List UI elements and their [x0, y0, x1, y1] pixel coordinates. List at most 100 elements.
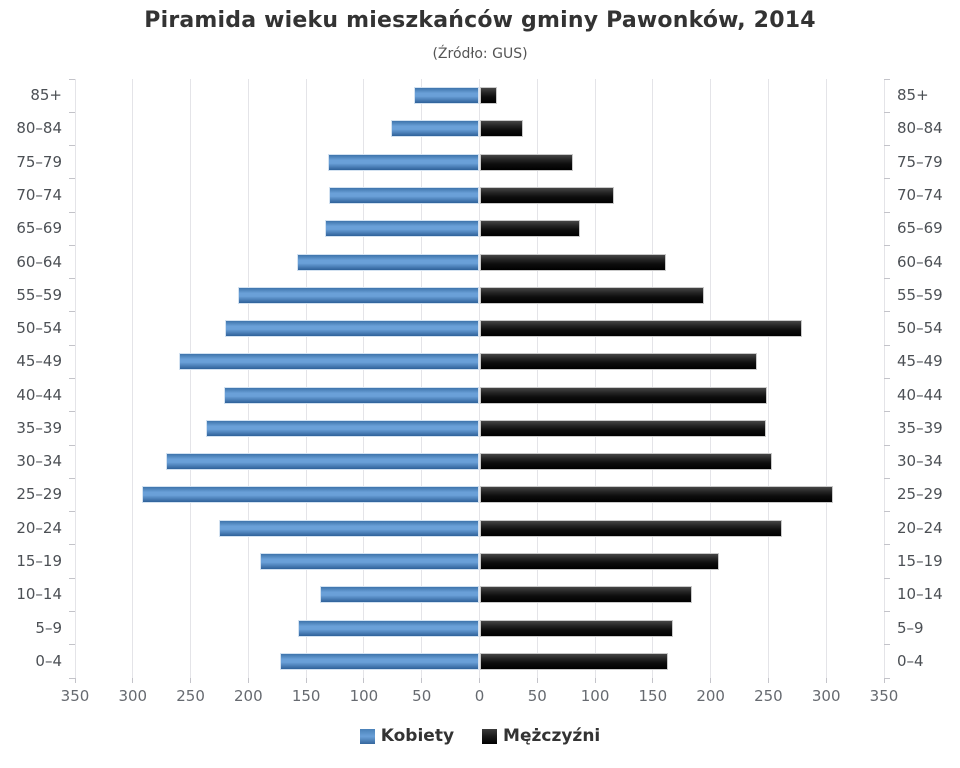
gridline — [190, 79, 192, 678]
category-label-left: 35–39 — [16, 418, 62, 437]
bar-kobiety-60–64[interactable] — [296, 253, 480, 271]
category-axis-tick-right — [884, 444, 890, 446]
bar-kobiety-10–14[interactable] — [320, 586, 480, 604]
category-axis-tick-left — [69, 444, 75, 446]
category-label-left: 55–59 — [16, 285, 62, 304]
category-label-right: 70–74 — [897, 185, 943, 204]
category-label-right: 35–39 — [897, 418, 943, 437]
bar-kobiety-30–34[interactable] — [166, 453, 480, 471]
gridline — [594, 79, 596, 678]
category-axis-tick-right — [884, 411, 890, 413]
bar-kobiety-5–9[interactable] — [298, 619, 480, 637]
category-axis-tick-right — [884, 344, 890, 346]
category-axis-tick-left — [69, 178, 75, 180]
x-axis-label: 100 — [580, 687, 610, 705]
bar-kobiety-45–49[interactable] — [179, 353, 480, 371]
category-label-right: 20–24 — [897, 518, 943, 537]
category-label-left: 70–74 — [16, 185, 62, 204]
bar-kobiety-75–79[interactable] — [328, 153, 480, 171]
bar-mezczyzni-5–9[interactable] — [479, 619, 673, 637]
chart-subtitle: (Źródło: GUS) — [432, 46, 528, 62]
bar-kobiety-0–4[interactable] — [279, 652, 480, 670]
x-axis-tick — [710, 678, 712, 683]
category-axis-tick-right — [884, 577, 890, 579]
bar-kobiety-50–54[interactable] — [225, 320, 480, 338]
x-axis-label: 300 — [811, 687, 841, 705]
bar-kobiety-55–59[interactable] — [237, 286, 480, 304]
bar-mezczyzni-30–34[interactable] — [479, 453, 772, 471]
category-label-right: 55–59 — [897, 285, 943, 304]
bar-mezczyzni-40–44[interactable] — [479, 386, 768, 404]
category-label-left: 80–84 — [16, 119, 62, 138]
legend-item-mezczyzni[interactable]: Mężczyźni — [482, 726, 600, 746]
category-label-left: 65–69 — [16, 219, 62, 238]
bar-mezczyzni-65–69[interactable] — [479, 220, 581, 238]
category-label-right: 25–29 — [897, 485, 943, 504]
category-axis-tick-right — [884, 610, 890, 612]
bar-kobiety-65–69[interactable] — [324, 220, 480, 238]
category-axis-tick-left — [69, 145, 75, 147]
category-label-left: 25–29 — [16, 485, 62, 504]
x-axis-tick — [652, 678, 654, 683]
bar-mezczyzni-25–29[interactable] — [479, 486, 834, 504]
category-axis-tick-left — [69, 677, 75, 679]
category-axis-tick-left — [69, 544, 75, 546]
bar-mezczyzni-55–59[interactable] — [479, 286, 704, 304]
bar-mezczyzni-10–14[interactable] — [479, 586, 693, 604]
gridline — [305, 79, 307, 678]
category-label-left: 20–24 — [16, 518, 62, 537]
bar-mezczyzni-35–39[interactable] — [479, 419, 767, 437]
bar-mezczyzni-0–4[interactable] — [479, 652, 668, 670]
bar-mezczyzni-75–79[interactable] — [479, 153, 574, 171]
gridline — [74, 79, 76, 678]
x-axis-label: 50 — [527, 687, 547, 705]
bar-mezczyzni-85+[interactable] — [479, 87, 497, 105]
bar-kobiety-85+[interactable] — [413, 87, 480, 105]
category-axis-tick-left — [69, 244, 75, 246]
category-label-left: 40–44 — [16, 385, 62, 404]
bar-mezczyzni-45–49[interactable] — [479, 353, 757, 371]
bar-kobiety-15–19[interactable] — [259, 553, 480, 571]
bar-mezczyzni-50–54[interactable] — [479, 320, 802, 338]
category-label-right: 65–69 — [897, 219, 943, 238]
category-axis-tick-right — [884, 477, 890, 479]
gridline — [363, 79, 365, 678]
x-axis-label: 200 — [234, 687, 263, 705]
x-axis-label: 150 — [291, 687, 321, 705]
category-label-right: 5–9 — [897, 618, 924, 637]
category-label-right: 50–54 — [897, 319, 943, 338]
x-axis-label: 250 — [176, 687, 205, 705]
x-axis-tick — [594, 678, 596, 683]
bar-mezczyzni-70–74[interactable] — [479, 186, 614, 204]
bar-kobiety-80–84[interactable] — [390, 120, 480, 138]
category-axis-tick-left — [69, 344, 75, 346]
category-axis-tick-left — [69, 477, 75, 479]
x-axis-tick — [825, 678, 827, 683]
category-axis-tick-right — [884, 311, 890, 313]
category-label-left: 85+ — [30, 86, 62, 105]
bar-kobiety-25–29[interactable] — [142, 486, 480, 504]
bar-kobiety-35–39[interactable] — [205, 419, 480, 437]
x-axis-tick — [767, 678, 769, 683]
category-axis-tick-right — [884, 511, 890, 513]
category-axis-tick-right — [884, 178, 890, 180]
bar-kobiety-40–44[interactable] — [224, 386, 480, 404]
gridline — [825, 79, 827, 678]
category-axis-tick-right — [884, 111, 890, 113]
category-label-right: 10–14 — [897, 585, 943, 604]
bar-mezczyzni-15–19[interactable] — [479, 553, 719, 571]
category-axis-tick-left — [69, 411, 75, 413]
gridline — [767, 79, 769, 678]
bar-mezczyzni-80–84[interactable] — [479, 120, 524, 138]
category-axis-tick-left — [69, 278, 75, 280]
bar-kobiety-70–74[interactable] — [329, 186, 480, 204]
x-axis-tick — [883, 678, 885, 683]
x-axis-tick — [363, 678, 365, 683]
category-label-right: 60–64 — [897, 252, 943, 271]
bar-kobiety-20–24[interactable] — [219, 519, 480, 537]
bar-mezczyzni-20–24[interactable] — [479, 519, 783, 537]
legend-item-kobiety[interactable]: Kobiety — [359, 726, 454, 746]
category-label-left: 50–54 — [16, 319, 62, 338]
bar-mezczyzni-60–64[interactable] — [479, 253, 666, 271]
